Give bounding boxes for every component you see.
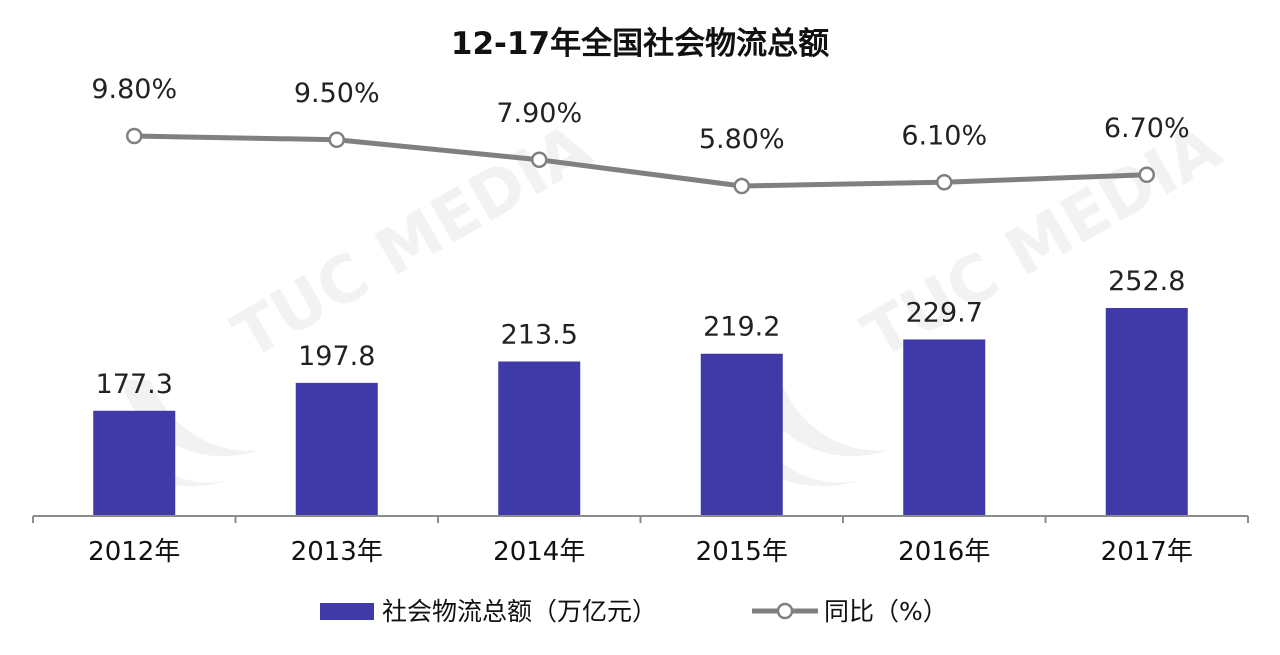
line-value-label: 9.80% <box>91 74 177 105</box>
line-point <box>733 177 750 195</box>
bar-value-label: 252.8 <box>1108 266 1185 297</box>
watermark: TUC MEDIA TUC MEDIA <box>95 110 1234 487</box>
bar-value-label: 219.2 <box>703 312 780 343</box>
legend-bar-label: 社会物流总额（万亿元） <box>382 597 657 626</box>
bar <box>295 382 378 516</box>
bar-value-label: 177.3 <box>96 369 173 400</box>
bar-labels-layer: 177.3 197.8 213.5 219.2 229.7 252.8 <box>96 266 1186 400</box>
bar <box>93 410 176 516</box>
line-point <box>531 151 548 168</box>
line-value-label: 6.70% <box>1104 113 1190 144</box>
x-tick-label: 2016年 <box>898 537 990 567</box>
legend-line-marker <box>776 602 794 620</box>
bar-value-label: 213.5 <box>501 319 578 350</box>
bar-value-label: 197.8 <box>298 341 375 372</box>
line-value-label: 5.80% <box>699 124 785 155</box>
line-value-label: 9.50% <box>294 78 380 109</box>
line-value-label: 6.10% <box>901 120 987 151</box>
bar-value-label: 229.7 <box>906 297 983 328</box>
legend-bar-swatch <box>320 603 374 620</box>
x-tick-label: 2015年 <box>696 537 788 567</box>
bar <box>1105 308 1188 516</box>
x-tick-label: 2012年 <box>88 537 180 567</box>
chart-title: 12-17年全国社会物流总额 <box>451 26 829 62</box>
line-value-label: 7.90% <box>496 98 582 129</box>
line-series <box>134 133 1147 189</box>
x-tick-label: 2017年 <box>1101 537 1193 567</box>
x-tick-label: 2014年 <box>493 537 585 567</box>
x-tick-label: 2013年 <box>291 537 383 567</box>
bar <box>498 361 581 516</box>
line-point <box>126 127 143 145</box>
x-ticks-layer <box>32 516 1249 523</box>
legend: 社会物流总额（万亿元） 同比（%） <box>320 597 948 626</box>
bar <box>700 353 783 516</box>
line-point <box>328 131 345 148</box>
bars-layer <box>93 308 1188 516</box>
line-layer <box>126 127 1155 195</box>
line-point <box>936 174 953 191</box>
legend-line-label: 同比（%） <box>824 597 948 626</box>
line-point <box>1138 166 1155 183</box>
x-tick-labels-layer: 2012年 2013年 2014年 2015年 2016年 2017年 <box>88 537 1193 567</box>
line-labels-layer: 9.80% 9.50% 7.90% 5.80% 6.10% 6.70% <box>91 74 1189 155</box>
bar <box>903 339 986 516</box>
